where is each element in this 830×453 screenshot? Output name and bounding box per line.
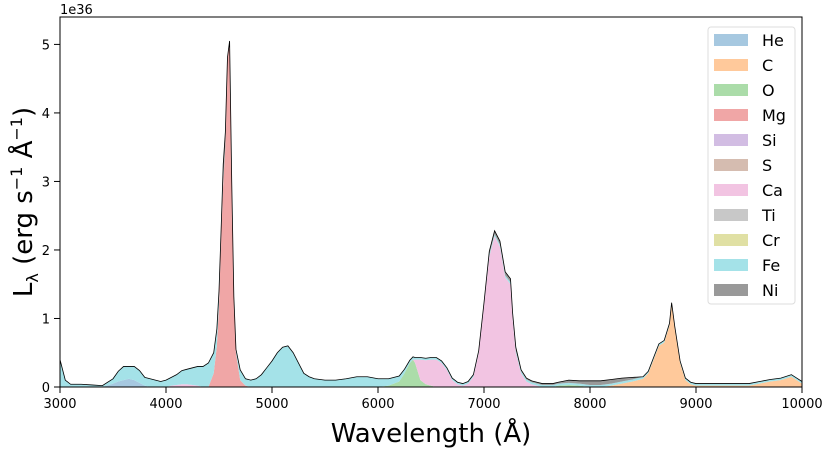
y-label-main: L (9, 282, 39, 297)
legend-label-fe: Fe (762, 256, 780, 275)
area-si (60, 40, 802, 388)
area-fe (60, 40, 802, 388)
area-cr (60, 40, 802, 388)
y-multiplier: 1e36 (60, 3, 93, 18)
x-axis-ticks: 3000 4000 5000 6000 7000 8000 9000 10000 (43, 387, 823, 412)
legend-swatch-s (714, 159, 748, 171)
legend-swatch-fe (714, 259, 748, 271)
legend-swatch-he (714, 34, 748, 46)
legend-swatch-si (714, 134, 748, 146)
y-label-close: ) (9, 107, 39, 117)
y-label-units: (erg s (9, 190, 39, 273)
legend-label-mg: Mg (762, 106, 786, 125)
y-tick-label: 4 (42, 107, 50, 122)
x-tick-label: 9000 (679, 397, 712, 412)
legend-swatch-cr (714, 234, 748, 246)
legend-label-ca: Ca (762, 181, 783, 200)
x-tick-label: 5000 (255, 397, 288, 412)
y-label-exp2: −1 (7, 117, 26, 141)
area-ti (60, 40, 802, 388)
area-ca (60, 40, 802, 388)
y-axis-ticks: 0 1 2 3 4 5 (42, 38, 60, 396)
legend-label-si: Si (762, 131, 777, 150)
x-axis-label: Wavelength (Å) (331, 417, 532, 449)
legend-label-c: C (762, 56, 773, 75)
legend-label-ni: Ni (762, 281, 778, 300)
y-tick-label: 3 (42, 175, 50, 190)
y-label-exp1: −1 (7, 167, 26, 191)
y-label-sub: λ (23, 273, 42, 282)
y-axis-label: Lλ (erg s−1 Å−1) (7, 107, 42, 297)
x-tick-label: 4000 (149, 397, 182, 412)
legend-label-s: S (762, 156, 772, 175)
y-label-mid: Å (7, 140, 39, 166)
y-tick-label: 0 (42, 381, 50, 396)
total-spectrum-line (59, 40, 803, 387)
x-tick-label: 3000 (43, 397, 76, 412)
stacked-areas (60, 40, 802, 388)
area-s (60, 40, 802, 388)
area-ni (60, 40, 802, 386)
x-tick-label: 10000 (781, 397, 822, 412)
plot-frame (59, 16, 803, 388)
y-tick-label: 5 (42, 38, 50, 53)
x-tick-label: 8000 (573, 397, 606, 412)
legend-swatch-mg (714, 109, 748, 121)
legend-label-cr: Cr (762, 231, 780, 250)
legend: He CO Mg Si S Ca Ti Cr Fe Ni (707, 26, 796, 305)
legend-swatch-o (714, 84, 748, 96)
legend-label-ti: Ti (761, 206, 776, 225)
legend-swatch-ni (714, 284, 748, 296)
x-tick-label: 6000 (361, 397, 394, 412)
legend-swatch-ti (714, 209, 748, 221)
area-mg (60, 40, 802, 388)
legend-swatch-c (714, 59, 748, 71)
legend-swatch-ca (714, 184, 748, 196)
area-he (60, 378, 802, 387)
y-tick-label: 1 (42, 312, 50, 327)
legend-label-he: He (762, 31, 784, 50)
x-tick-label: 7000 (467, 397, 500, 412)
legend-label-o: O (762, 81, 775, 100)
y-tick-label: 2 (42, 244, 50, 259)
